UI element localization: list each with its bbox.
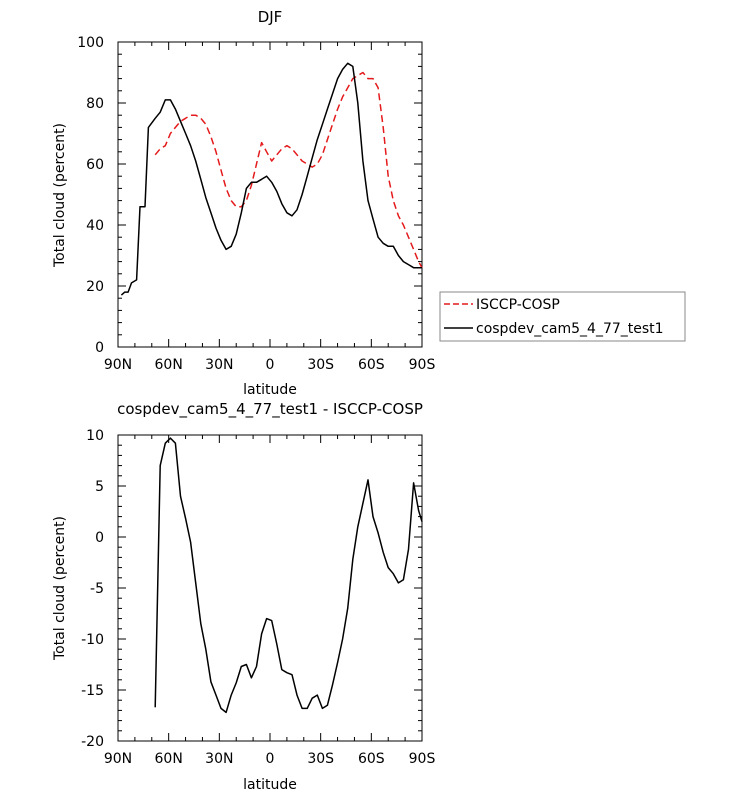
bottom-series-line-0 — [154, 437, 423, 714]
top-series — [120, 62, 423, 296]
top-x-tick-label: 90S — [409, 357, 436, 373]
top-x-tick-label: 60N — [155, 357, 183, 373]
top-x-tick-label: 60S — [358, 357, 385, 373]
bottom-x-tick-label: 60N — [155, 751, 183, 767]
top-y-tick-label: 60 — [86, 157, 104, 173]
top-y-tick-label: 0 — [95, 340, 104, 356]
bottom-title: cospdev_cam5_4_77_test1 - ISCCP-COSP — [117, 400, 423, 419]
bottom-y-tick-label: 0 — [95, 530, 104, 546]
bottom-x-tick-label: 0 — [266, 751, 275, 767]
top-axes: 90N 60N 30N 0 30S 60S 90S 0 20 40 60 80 100 — [77, 35, 435, 373]
legend-box — [439, 291, 686, 342]
top-panel: DJF 90N 60N 30N 0 30S 60S 90S 0 20 40 60 80 100 lati… — [52, 8, 686, 398]
legend-label-model: cospdev_cam5_4_77_test1 — [476, 321, 664, 337]
top-y-tick-label: 20 — [86, 279, 104, 295]
bottom-x-tick-label: 30N — [205, 751, 233, 767]
top-x-tick-label: 90N — [104, 357, 132, 373]
bottom-x-tick-label: 30S — [307, 751, 334, 767]
top-series-line-1 — [120, 62, 422, 296]
legend-label-isccp: ISCCP-COSP — [476, 297, 560, 313]
bottom-plot-frame — [117, 434, 423, 742]
bottom-y-tick-label: -5 — [90, 581, 104, 597]
top-y-tick-label: 80 — [86, 96, 104, 112]
bottom-y-tick-label: -10 — [81, 632, 104, 648]
top-x-axis-label: latitude — [243, 382, 297, 398]
bottom-x-axis-label: latitude — [243, 777, 297, 793]
bottom-y-tick-label: 5 — [95, 479, 104, 495]
bottom-y-tick-label: 10 — [86, 428, 104, 444]
top-x-tick-label: 30N — [205, 357, 233, 373]
bottom-y-tick-label: -15 — [81, 683, 104, 699]
bottom-axes: 90N 60N 30N 0 30S 60S 90S -20 -15 -10 -5 0 5 10 — [81, 428, 435, 767]
bottom-x-tick-label: 90S — [409, 751, 436, 767]
bottom-x-tick-label: 60S — [358, 751, 385, 767]
bottom-y-axis-label: Total cloud (percent) — [52, 516, 68, 661]
top-y-tick-label: 40 — [86, 218, 104, 234]
top-series-line-0 — [154, 71, 423, 269]
bottom-y-tick-label: -20 — [81, 734, 104, 750]
top-x-tick-label: 30S — [307, 357, 334, 373]
top-plot-frame — [117, 41, 423, 348]
top-x-tick-label: 0 — [266, 357, 275, 373]
bottom-series — [154, 437, 423, 714]
legend: ISCCP-COSP cospdev_cam5_4_77_test1 — [439, 291, 686, 342]
bottom-panel: cospdev_cam5_4_77_test1 - ISCCP-COSP 90N… — [52, 400, 435, 793]
top-y-axis-label: Total cloud (percent) — [52, 123, 68, 268]
top-y-tick-label: 100 — [77, 35, 104, 51]
top-title: DJF — [258, 8, 283, 26]
bottom-x-tick-label: 90N — [104, 751, 132, 767]
